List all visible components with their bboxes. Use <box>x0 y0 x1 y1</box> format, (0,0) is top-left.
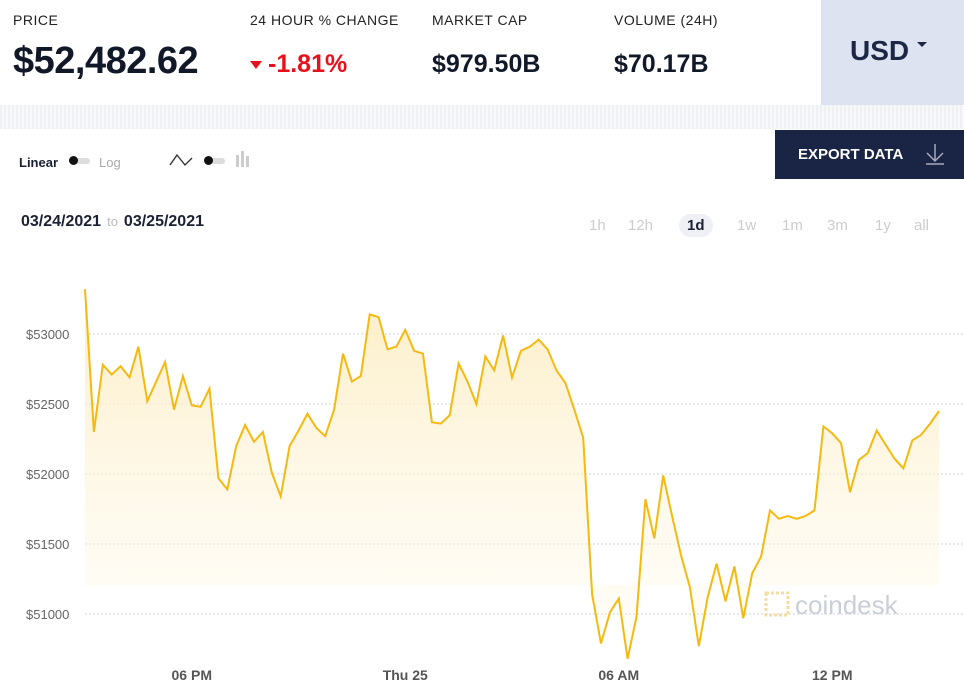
watermark-text: coindesk <box>795 590 899 620</box>
date-to-word: to <box>107 214 118 229</box>
y-tick-label: $52000 <box>26 467 69 482</box>
price-stat: PRICE $52,482.62 <box>13 12 199 83</box>
price-line <box>84 289 940 660</box>
download-icon <box>926 144 944 165</box>
x-tick-label: Thu 25 <box>383 667 428 683</box>
divider-band <box>0 105 964 129</box>
volume-value: $70.17B <box>614 50 709 78</box>
y-tick-label: $52500 <box>26 397 69 412</box>
volume-label: VOLUME (24H) <box>614 12 719 28</box>
range-1d[interactable]: 1d <box>679 214 713 237</box>
date-from[interactable]: 03/24/2021 <box>21 213 102 230</box>
range-1y[interactable]: 1y <box>875 217 891 234</box>
x-tick-label: 06 AM <box>598 667 639 683</box>
currency-dropdown[interactable]: USD <box>821 0 964 105</box>
y-tick-label: $51000 <box>26 607 69 622</box>
range-3m[interactable]: 3m <box>827 217 848 234</box>
scale-toggle[interactable] <box>69 156 90 165</box>
range-1m[interactable]: 1m <box>782 217 803 234</box>
log-label[interactable]: Log <box>99 155 121 170</box>
range-1w[interactable]: 1w <box>737 217 757 234</box>
range-1h[interactable]: 1h <box>589 217 606 234</box>
chart-style-toggle[interactable] <box>204 156 225 165</box>
price-chart[interactable]: $53000 $52500 $52000 $51500 $51000 06 PM Thu 2… <box>0 240 964 695</box>
range-12h[interactable]: 12h <box>628 217 654 234</box>
change-stat: 24 HOUR % CHANGE -1.81% <box>250 12 399 79</box>
price-area <box>85 289 939 659</box>
market-cap-stat: MARKET CAP $979.50B <box>432 12 540 79</box>
currency-value: USD <box>850 35 910 66</box>
coindesk-watermark: coindesk <box>764 590 899 620</box>
linear-label[interactable]: Linear <box>19 155 59 170</box>
export-data-button[interactable]: EXPORT DATA <box>775 130 964 179</box>
market-cap-label: MARKET CAP <box>432 12 528 28</box>
caret-down-icon <box>917 42 928 48</box>
change-label: 24 HOUR % CHANGE <box>250 12 399 28</box>
x-tick-label: 06 PM <box>172 667 212 683</box>
price-value: $52,482.62 <box>13 40 199 82</box>
candlestick-icon[interactable] <box>235 150 251 170</box>
line-chart-icon[interactable] <box>169 152 193 168</box>
y-tick-label: $53000 <box>26 327 69 342</box>
down-arrow-icon <box>250 61 262 70</box>
date-range: 03/24/2021 to 03/25/2021 <box>21 213 204 231</box>
date-to[interactable]: 03/25/2021 <box>123 213 204 230</box>
export-label: EXPORT DATA <box>798 146 904 163</box>
price-label: PRICE <box>13 12 59 28</box>
y-tick-label: $51500 <box>26 537 69 552</box>
x-tick-label: 12 PM <box>812 667 852 683</box>
volume-stat: VOLUME (24H) $70.17B <box>614 12 718 79</box>
range-all[interactable]: all <box>914 217 930 234</box>
change-value: -1.81% <box>268 50 348 78</box>
market-cap-value: $979.50B <box>432 50 541 78</box>
